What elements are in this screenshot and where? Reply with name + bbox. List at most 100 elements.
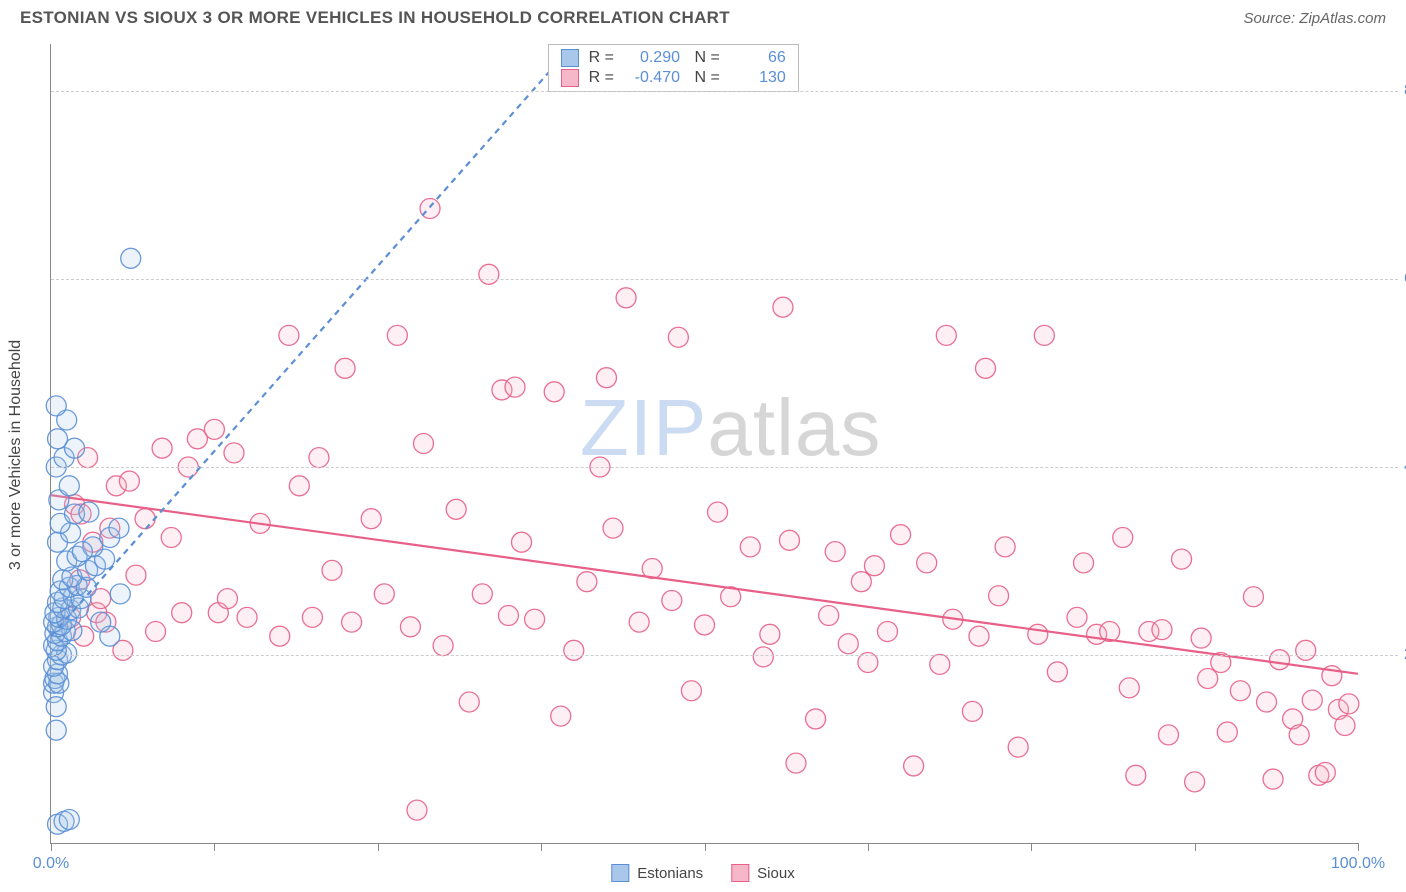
data-point — [681, 681, 701, 701]
data-point — [446, 499, 466, 519]
data-point — [564, 640, 584, 660]
data-point — [1315, 763, 1335, 783]
r-value-sioux: -0.470 — [624, 69, 680, 87]
data-point — [838, 634, 858, 654]
data-point — [1074, 553, 1094, 573]
ytick-label: 60.0% — [1398, 270, 1406, 288]
data-point — [407, 800, 427, 820]
gridline — [51, 91, 1398, 92]
chart-title: ESTONIAN VS SIOUX 3 OR MORE VEHICLES IN … — [20, 8, 730, 28]
data-point — [596, 368, 616, 388]
chart-plot-area: ZIPatlas R = 0.290 N = 66 R = -0.470 N =… — [50, 44, 1358, 844]
data-point — [708, 502, 728, 522]
data-point — [1335, 716, 1355, 736]
data-point — [302, 607, 322, 627]
data-point — [1185, 772, 1205, 792]
data-point — [1034, 325, 1054, 345]
xtick — [868, 843, 869, 851]
data-point — [110, 584, 130, 604]
data-point — [361, 509, 381, 529]
data-point — [48, 429, 68, 449]
ytick-label: 80.0% — [1398, 82, 1406, 100]
data-point — [1270, 650, 1290, 670]
swatch-sioux — [561, 69, 579, 87]
swatch-estonians — [611, 864, 629, 882]
data-point — [976, 358, 996, 378]
data-point — [877, 622, 897, 642]
data-point — [819, 606, 839, 626]
data-point — [1217, 722, 1237, 742]
data-point — [172, 603, 192, 623]
data-point — [59, 476, 79, 496]
data-point — [322, 560, 342, 580]
trend-line — [51, 44, 574, 636]
data-point — [59, 810, 79, 830]
data-point — [1191, 628, 1211, 648]
data-point — [109, 518, 129, 538]
data-point — [433, 636, 453, 656]
data-point — [773, 297, 793, 317]
legend-label-sioux: Sioux — [757, 865, 795, 882]
data-point — [505, 377, 525, 397]
data-point — [413, 434, 433, 454]
data-point — [335, 358, 355, 378]
data-point — [126, 565, 146, 585]
data-point — [969, 626, 989, 646]
xtick — [1358, 843, 1359, 851]
xtick — [214, 843, 215, 851]
data-point — [544, 382, 564, 402]
trend-line — [51, 495, 1358, 674]
data-point — [616, 288, 636, 308]
r-label: R = — [589, 69, 614, 87]
data-point — [989, 586, 1009, 606]
legend-item-estonians: Estonians — [611, 864, 703, 882]
data-point — [46, 720, 66, 740]
data-point — [806, 709, 826, 729]
data-point — [161, 528, 181, 548]
data-point — [472, 584, 492, 604]
data-point — [46, 697, 66, 717]
data-point — [152, 438, 172, 458]
data-point — [400, 617, 420, 637]
data-point — [1008, 737, 1028, 757]
stats-row-estonians: R = 0.290 N = 66 — [561, 48, 786, 68]
data-point — [917, 553, 937, 573]
xtick — [1195, 843, 1196, 851]
data-point — [91, 612, 111, 632]
data-point — [146, 622, 166, 642]
data-point — [79, 502, 99, 522]
data-point — [864, 556, 884, 576]
data-point — [1198, 669, 1218, 689]
data-point — [662, 590, 682, 610]
xtick-label: 0.0% — [33, 855, 69, 873]
data-point — [936, 325, 956, 345]
data-point — [1257, 692, 1277, 712]
n-label: N = — [690, 69, 720, 87]
data-point — [512, 532, 532, 552]
data-point — [1243, 587, 1263, 607]
data-point — [995, 537, 1015, 557]
xtick — [1031, 843, 1032, 851]
stats-row-sioux: R = -0.470 N = 130 — [561, 68, 786, 88]
data-point — [577, 572, 597, 592]
bottom-legend: Estonians Sioux — [611, 864, 794, 882]
y-axis-label: 3 or more Vehicles in Household — [7, 340, 25, 570]
xtick — [541, 843, 542, 851]
data-point — [760, 624, 780, 644]
data-point — [1339, 694, 1359, 714]
r-label: R = — [589, 49, 614, 67]
data-point — [1028, 624, 1048, 644]
data-point — [387, 325, 407, 345]
data-point — [786, 753, 806, 773]
n-label: N = — [690, 49, 720, 67]
data-point — [459, 692, 479, 712]
data-point — [629, 612, 649, 632]
n-value-sioux: 130 — [730, 69, 786, 87]
data-point — [668, 327, 688, 347]
data-point — [603, 518, 623, 538]
data-point — [1152, 620, 1172, 640]
data-point — [309, 448, 329, 468]
swatch-estonians — [561, 49, 579, 67]
data-point — [962, 701, 982, 721]
gridline — [51, 467, 1398, 468]
